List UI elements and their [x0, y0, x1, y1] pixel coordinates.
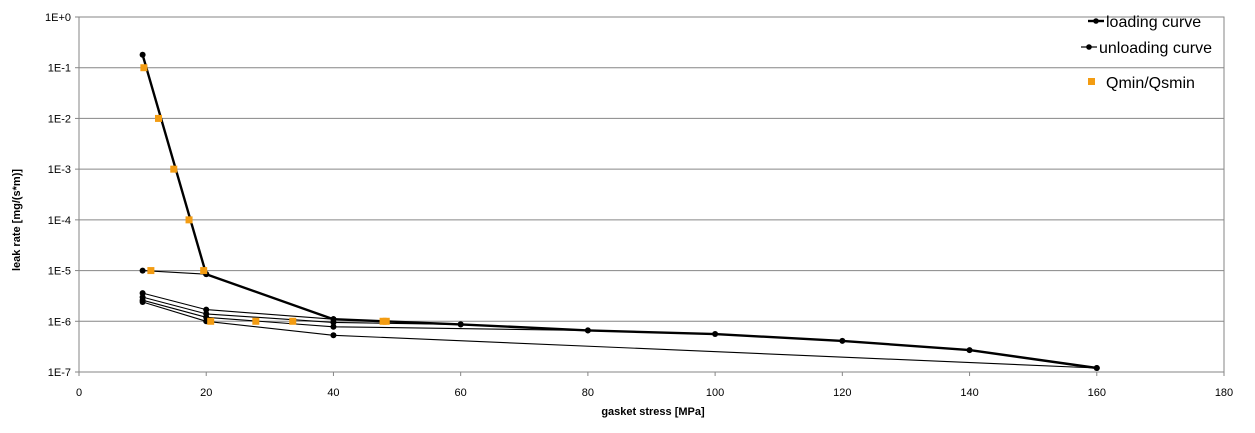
legend-label-unloading: unloading curve [1099, 40, 1212, 57]
loading-curve-point [139, 51, 146, 58]
unloading-curve-point [203, 306, 210, 313]
x-tick-label: 60 [455, 387, 467, 399]
x-tick-label: 120 [833, 387, 851, 399]
x-tick-label: 80 [582, 387, 594, 399]
loading-curve-point [330, 316, 337, 323]
qmin-marker [252, 317, 260, 325]
unloading-curve-point [139, 299, 146, 306]
legend-label-qmin: Qmin/Qsmin [1106, 75, 1195, 92]
qmin-marker [200, 267, 208, 275]
x-tick-label: 160 [1088, 387, 1106, 399]
plot-area [139, 51, 1100, 371]
legend: loading curve unloading curve Qmin/Qsmin [1081, 14, 1212, 92]
qmin-marker [382, 317, 390, 325]
y-tick-label: 1E-1 [48, 63, 71, 75]
plot-frame [78, 16, 1225, 373]
qmin-marker [289, 317, 297, 325]
qmin-marker [147, 267, 155, 275]
unloading-curve-line [142, 292, 334, 320]
unloading-curve-line [142, 299, 588, 331]
legend-item-unloading: unloading curve [1081, 40, 1212, 57]
x-tick-label: 180 [1215, 387, 1233, 399]
loading-curve-point [584, 327, 591, 334]
qmin-marker [207, 317, 215, 325]
x-tick-label: 20 [200, 387, 212, 399]
y-tick-label: 1E-5 [48, 266, 71, 278]
loading-curve-point [712, 331, 719, 338]
qmin-marker [170, 165, 178, 173]
y-tick-label: 1E-2 [48, 113, 71, 125]
x-tick-label: 40 [327, 387, 339, 399]
y-tick-label: 1E-3 [48, 164, 71, 176]
y-tick-label: 1E-4 [48, 215, 71, 227]
unloading-curve-line [142, 296, 461, 325]
grid-lines [79, 67, 1224, 322]
y-tick-label: 1E-7 [48, 367, 71, 379]
loading-curve-point [839, 337, 846, 344]
loading-curve-point [966, 347, 973, 354]
y-axis-ticks: 1E-7 1E-6 1E-5 1E-4 1E-3 1E-2 1E-1 1E+0 [45, 12, 79, 379]
unloading-curve-line [142, 301, 1097, 369]
loading-curve-point [457, 321, 464, 328]
legend-item-loading: loading curve [1088, 14, 1201, 31]
legend-label-loading: loading curve [1106, 14, 1201, 31]
x-axis-title: gasket stress [MPa] [601, 406, 705, 418]
y-tick-label: 1E-6 [48, 316, 71, 328]
y-tick-label: 1E+0 [45, 12, 71, 24]
unloading-curve-point [330, 332, 337, 339]
loading-curve-point [1093, 364, 1100, 371]
x-tick-label: 100 [706, 387, 724, 399]
qmin-marker [140, 64, 148, 72]
legend-item-qmin: Qmin/Qsmin [1088, 75, 1195, 92]
qmin-marker [185, 216, 193, 224]
x-axis-ticks: 0 20 40 60 80 100 120 140 160 180 [76, 372, 1233, 399]
x-tick-label: 0 [76, 387, 82, 399]
x-tick-label: 140 [960, 387, 978, 399]
unloading-curve-point [139, 267, 146, 274]
unloading-curve-point [330, 323, 337, 330]
qmin-marker [155, 114, 163, 122]
y-axis-title: leak rate [mg/(s*m)] [11, 169, 23, 271]
